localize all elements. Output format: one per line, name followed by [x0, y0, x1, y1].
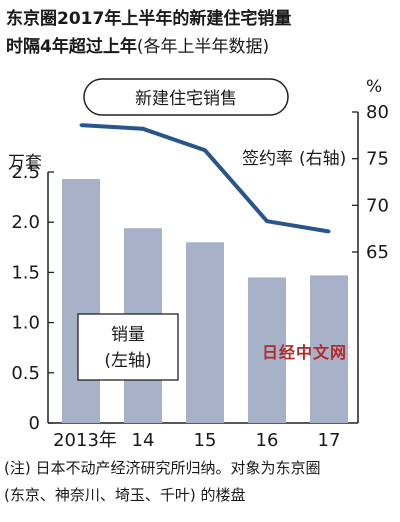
legend-box: [83, 78, 289, 116]
line-path: [80, 123, 330, 234]
left-tick-label: 2.5: [11, 162, 40, 183]
line-point: [141, 127, 145, 131]
left-tick-label: 1.0: [11, 313, 40, 334]
left-tick-label: 0: [29, 413, 40, 434]
chart-title-line2: 时隔4年超过上年(各年上半年数据): [6, 36, 269, 57]
bar-series-label-box: [77, 313, 179, 381]
bar: [186, 242, 224, 423]
line-point: [265, 219, 269, 223]
bar: [248, 277, 286, 423]
right-tick-label: 80: [366, 102, 389, 123]
right-axis-ticks: 80 75 70 65: [352, 102, 389, 263]
x-tick-label: 16: [256, 430, 279, 451]
line-series-name: 签约率: [242, 149, 293, 169]
line-series-label: 签约率 (右轴): [242, 149, 346, 169]
left-axis-unit: 万套: [8, 153, 42, 173]
left-tick-label: 0.5: [11, 363, 40, 384]
footnote-line1: (注) 日本不动产经济研究所归纳。对象为东京圈: [4, 459, 320, 477]
bar-series: [62, 179, 348, 423]
right-tick-label: 65: [366, 242, 389, 263]
bar-series-axis-note: (左轴): [104, 351, 151, 371]
x-tick-label: 14: [132, 430, 155, 451]
x-axis-labels: 2013年 14 15 16 17: [53, 430, 340, 451]
legend-box-label: 新建住宅销售: [135, 89, 237, 109]
chart-title-line1: 东京圈2017年上半年的新建住宅销量: [6, 8, 291, 29]
left-tick-label: 2.0: [11, 212, 40, 233]
right-axis-unit: %: [366, 77, 382, 97]
x-tick-label: 2013年: [53, 430, 117, 451]
x-tick-label: 15: [194, 430, 217, 451]
line-point: [79, 123, 83, 127]
line-series-axis-note: (右轴): [299, 149, 346, 169]
right-tick-label: 75: [366, 149, 389, 170]
bar: [310, 275, 348, 423]
footnote-line2: (东京、神奈川、埼玉、千叶) 的楼盘: [4, 486, 245, 504]
chart-title-main: 时隔4年超过上年: [6, 36, 137, 57]
line-series: [79, 123, 331, 234]
line-point: [327, 229, 331, 233]
line-point: [203, 148, 207, 152]
watermark: 日经中文网: [262, 343, 347, 362]
chart-title-note: (各年上半年数据): [137, 37, 269, 57]
left-axis-ticks: 2.5 2.0 1.5 1.0 0.5 0: [11, 162, 54, 434]
right-tick-label: 70: [366, 195, 389, 216]
left-tick-label: 1.5: [11, 262, 40, 283]
x-tick-label: 17: [318, 430, 341, 451]
bar-series-name: 销量: [111, 325, 145, 345]
bar: [62, 179, 100, 423]
